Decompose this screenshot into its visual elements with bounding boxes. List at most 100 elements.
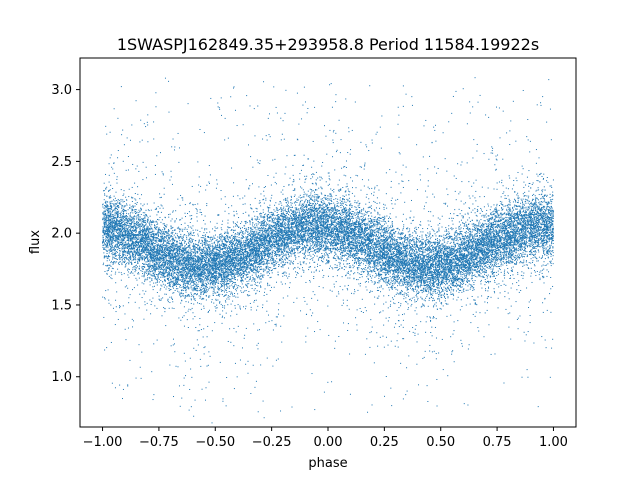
data-point bbox=[546, 269, 548, 271]
data-point bbox=[531, 238, 533, 240]
data-point bbox=[223, 268, 225, 270]
data-point bbox=[249, 302, 251, 304]
data-point bbox=[536, 210, 538, 212]
data-point bbox=[499, 251, 501, 253]
data-point bbox=[173, 292, 175, 294]
data-point bbox=[224, 231, 226, 233]
data-point bbox=[312, 190, 314, 192]
data-point bbox=[460, 219, 462, 221]
data-point bbox=[240, 265, 242, 267]
data-point bbox=[251, 219, 253, 221]
data-point bbox=[105, 249, 107, 251]
data-point bbox=[351, 292, 353, 294]
data-point bbox=[531, 242, 533, 244]
data-point bbox=[104, 243, 106, 245]
data-point bbox=[405, 283, 407, 285]
data-point bbox=[192, 284, 194, 286]
data-point bbox=[429, 344, 431, 346]
data-point bbox=[267, 207, 269, 209]
data-point bbox=[488, 282, 490, 284]
data-point bbox=[111, 222, 113, 224]
data-point bbox=[404, 258, 406, 260]
data-point bbox=[116, 215, 118, 217]
data-point bbox=[495, 223, 497, 225]
data-point bbox=[421, 238, 423, 240]
data-point bbox=[404, 247, 406, 249]
data-point bbox=[533, 193, 535, 195]
data-point bbox=[128, 257, 130, 259]
data-point bbox=[280, 281, 282, 283]
data-point bbox=[331, 203, 333, 205]
data-point bbox=[537, 208, 539, 210]
data-point bbox=[137, 273, 139, 275]
data-point bbox=[504, 290, 506, 292]
data-point bbox=[396, 250, 398, 252]
data-point bbox=[132, 253, 134, 255]
data-point bbox=[138, 260, 140, 262]
data-point bbox=[288, 209, 290, 211]
data-point bbox=[452, 290, 454, 292]
data-point bbox=[348, 229, 350, 231]
data-point bbox=[170, 268, 172, 270]
data-point bbox=[320, 211, 322, 213]
data-point bbox=[247, 231, 249, 233]
data-point bbox=[334, 242, 336, 244]
data-point bbox=[495, 207, 497, 209]
data-point bbox=[174, 236, 176, 238]
data-point bbox=[433, 196, 435, 198]
data-point bbox=[171, 297, 173, 299]
data-point bbox=[165, 236, 167, 238]
data-point bbox=[355, 206, 357, 208]
data-point bbox=[258, 234, 260, 236]
data-point bbox=[142, 268, 144, 270]
data-point bbox=[138, 273, 140, 275]
data-point bbox=[438, 260, 440, 262]
data-point bbox=[366, 246, 368, 248]
data-point bbox=[175, 282, 177, 284]
data-point bbox=[174, 279, 176, 281]
data-point bbox=[349, 200, 351, 202]
data-point bbox=[212, 253, 214, 254]
data-point bbox=[438, 278, 440, 280]
data-point bbox=[545, 230, 547, 232]
data-point bbox=[110, 197, 112, 199]
data-point bbox=[504, 269, 506, 271]
data-point bbox=[172, 284, 174, 286]
data-point bbox=[135, 253, 137, 255]
data-point bbox=[482, 276, 484, 278]
data-point bbox=[436, 276, 438, 278]
data-point bbox=[488, 246, 490, 248]
data-point bbox=[483, 206, 485, 208]
data-point bbox=[257, 248, 259, 250]
data-point bbox=[215, 246, 217, 248]
data-point bbox=[375, 267, 377, 269]
data-point bbox=[271, 248, 273, 250]
data-point bbox=[276, 256, 278, 258]
data-point bbox=[390, 229, 392, 231]
data-point bbox=[431, 228, 433, 230]
data-point bbox=[149, 242, 151, 244]
data-point bbox=[306, 209, 308, 211]
data-point bbox=[132, 245, 134, 247]
data-point bbox=[168, 288, 170, 290]
data-point bbox=[352, 229, 354, 231]
data-point bbox=[257, 227, 259, 229]
data-point bbox=[111, 206, 113, 208]
data-point bbox=[263, 195, 265, 197]
data-point bbox=[381, 228, 383, 230]
data-point bbox=[298, 227, 300, 229]
data-point bbox=[481, 287, 483, 289]
data-point bbox=[504, 238, 506, 240]
data-point bbox=[353, 242, 355, 244]
data-point bbox=[117, 243, 119, 245]
data-point bbox=[155, 238, 157, 240]
data-point bbox=[127, 238, 129, 240]
data-point bbox=[262, 250, 264, 252]
data-point bbox=[343, 166, 345, 168]
data-point bbox=[550, 244, 552, 246]
data-point bbox=[415, 307, 417, 309]
data-point bbox=[481, 262, 483, 264]
data-point bbox=[369, 238, 371, 240]
data-point bbox=[387, 225, 389, 227]
data-point bbox=[509, 231, 511, 232]
